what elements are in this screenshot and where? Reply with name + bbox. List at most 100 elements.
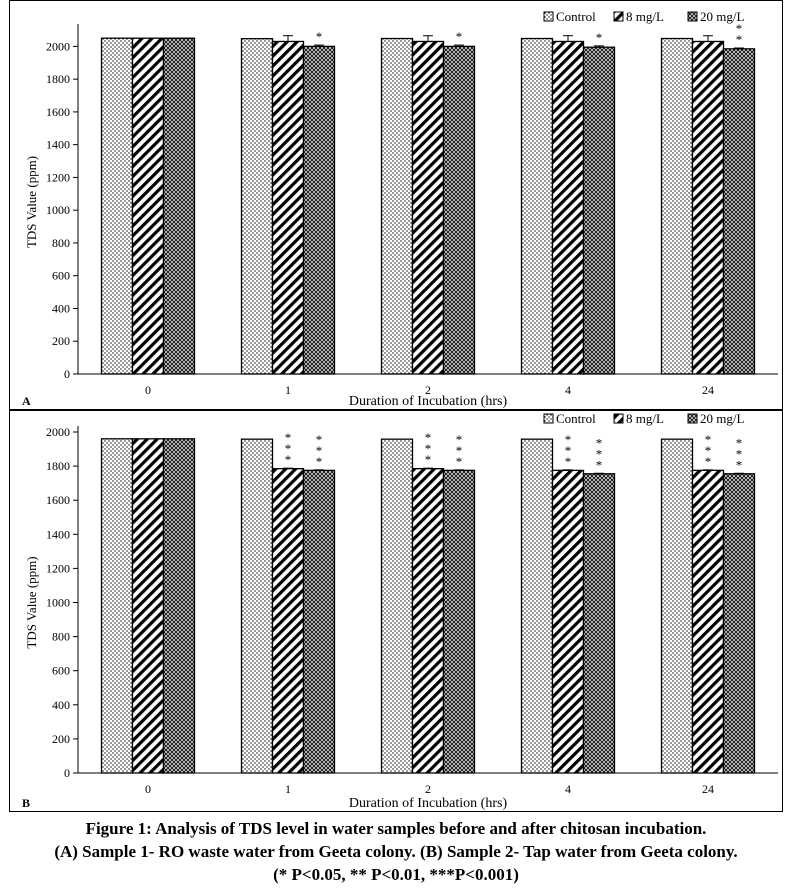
significance-star: *	[705, 443, 712, 458]
y-tick-label: 1000	[46, 596, 70, 610]
significance-star: *	[736, 446, 743, 461]
bar-8-mg-l-4	[551, 469, 585, 774]
significance-star: *	[596, 446, 603, 461]
y-tick-label: 1600	[46, 105, 70, 119]
bar-8-mg-l-0	[131, 37, 165, 375]
y-tick-label: 1800	[46, 72, 70, 86]
significance-star: *	[596, 30, 603, 45]
bar-8-mg-l-0	[131, 438, 165, 774]
x-tick-label: 24	[702, 383, 714, 397]
x-axis-label: Duration of Incubation (hrs)	[349, 796, 508, 811]
bar-control-2	[380, 438, 414, 774]
significance-star: *	[285, 430, 292, 445]
significance-star: *	[736, 457, 743, 472]
significance-star: *	[456, 432, 463, 447]
bar-8-mg-l-4	[551, 40, 585, 375]
x-tick-label: 2	[425, 782, 431, 796]
y-tick-label: 800	[52, 630, 70, 644]
legend-label: 8 mg/L	[626, 411, 664, 426]
bar-control-24	[660, 37, 694, 375]
bar-8-mg-l-1	[271, 40, 305, 375]
bar-20-mg-l-2	[442, 469, 476, 774]
bar-20-mg-l-1	[302, 45, 336, 375]
legend-label: Control	[556, 411, 596, 426]
legend-label: 20 mg/L	[700, 411, 744, 426]
bar-20-mg-l-2	[442, 45, 476, 375]
y-tick-label: 600	[52, 269, 70, 283]
panel-label: A	[22, 394, 31, 408]
y-tick-label: 1200	[46, 561, 70, 575]
significance-star: *	[456, 454, 463, 469]
bar-control-24	[660, 438, 694, 774]
significance-star: *	[425, 430, 432, 445]
bar-control-0	[100, 37, 134, 375]
x-tick-label: 0	[145, 782, 151, 796]
bar-20-mg-l-1	[302, 469, 336, 774]
legend-swatch	[687, 11, 698, 22]
chart-panel-a: 0 200 400 600 800 1000 1200 1400 1600 1800 2000 TDS…	[9, 0, 783, 410]
significance-star: *	[705, 432, 712, 447]
bar-control-2	[380, 37, 414, 375]
bar-control-0	[100, 438, 134, 774]
bar-20-mg-l-4	[582, 473, 616, 774]
x-tick-label: 1	[285, 782, 291, 796]
chart-panel-b: 0 200 400 600 800 1000 1200 1400 1600 1800 2000 TDS…	[9, 410, 783, 812]
bar-20-mg-l-0	[162, 37, 196, 375]
y-tick-label: 0	[64, 367, 70, 381]
x-tick-label: 24	[702, 782, 714, 796]
chart-svg: 0200400600800100012001400160018002000TDS…	[9, 0, 783, 812]
y-tick-label: 200	[52, 334, 70, 348]
y-tick-label: 800	[52, 236, 70, 250]
bar-8-mg-l-1	[271, 468, 305, 774]
significance-star: *	[316, 432, 323, 447]
legend-label: 8 mg/L	[626, 9, 664, 24]
y-tick-label: 2000	[46, 39, 70, 53]
y-tick-label: 1000	[46, 203, 70, 217]
legend-swatch	[543, 413, 554, 424]
bar-20-mg-l-4	[582, 46, 616, 375]
x-tick-label: 4	[565, 782, 571, 796]
panel-frame	[9, 0, 783, 410]
bar-8-mg-l-24	[691, 469, 725, 774]
y-tick-label: 1600	[46, 493, 70, 507]
significance-star: *	[705, 454, 712, 469]
significance-star: *	[596, 457, 603, 472]
bar-20-mg-l-0	[162, 438, 196, 774]
significance-star: *	[565, 432, 572, 447]
significance-star: *	[285, 452, 292, 467]
significance-star: *	[456, 29, 463, 44]
legend-swatch	[613, 413, 624, 424]
legend-swatch	[613, 11, 624, 22]
figure-caption-line-1: Figure 1: Analysis of TDS level in water…	[85, 819, 707, 838]
significance-star: *	[316, 443, 323, 458]
significance-star: *	[316, 454, 323, 469]
y-axis-label: TDS Value (ppm)	[24, 556, 39, 648]
y-tick-label: 1400	[46, 138, 70, 152]
legend: Control 8 mg/L 20 mg/L	[543, 411, 744, 426]
bar-8-mg-l-24	[691, 40, 725, 375]
significance-star: *	[736, 21, 743, 36]
significance-star: *	[425, 441, 432, 456]
x-tick-label: 0	[145, 383, 151, 397]
bar-8-mg-l-2	[411, 468, 445, 774]
y-tick-label: 2000	[46, 425, 70, 439]
x-tick-label: 1	[285, 383, 291, 397]
legend-label: Control	[556, 9, 596, 24]
y-tick-label: 200	[52, 732, 70, 746]
legend-swatch	[543, 11, 554, 22]
significance-star: *	[316, 29, 323, 44]
panel-label: B	[22, 796, 30, 810]
bar-control-1	[240, 438, 274, 774]
bar-control-4	[520, 438, 554, 774]
y-tick-label: 1400	[46, 527, 70, 541]
figure-caption-line-3: (* P<0.05, ** P<0.01, ***P<0.001)	[273, 865, 519, 884]
significance-star: *	[565, 454, 572, 469]
significance-star: *	[456, 443, 463, 458]
bar-8-mg-l-2	[411, 40, 445, 375]
y-tick-label: 0	[64, 766, 70, 780]
significance-star: *	[425, 452, 432, 467]
y-tick-label: 1800	[46, 459, 70, 473]
y-tick-label: 1200	[46, 170, 70, 184]
bar-20-mg-l-24	[722, 473, 756, 774]
